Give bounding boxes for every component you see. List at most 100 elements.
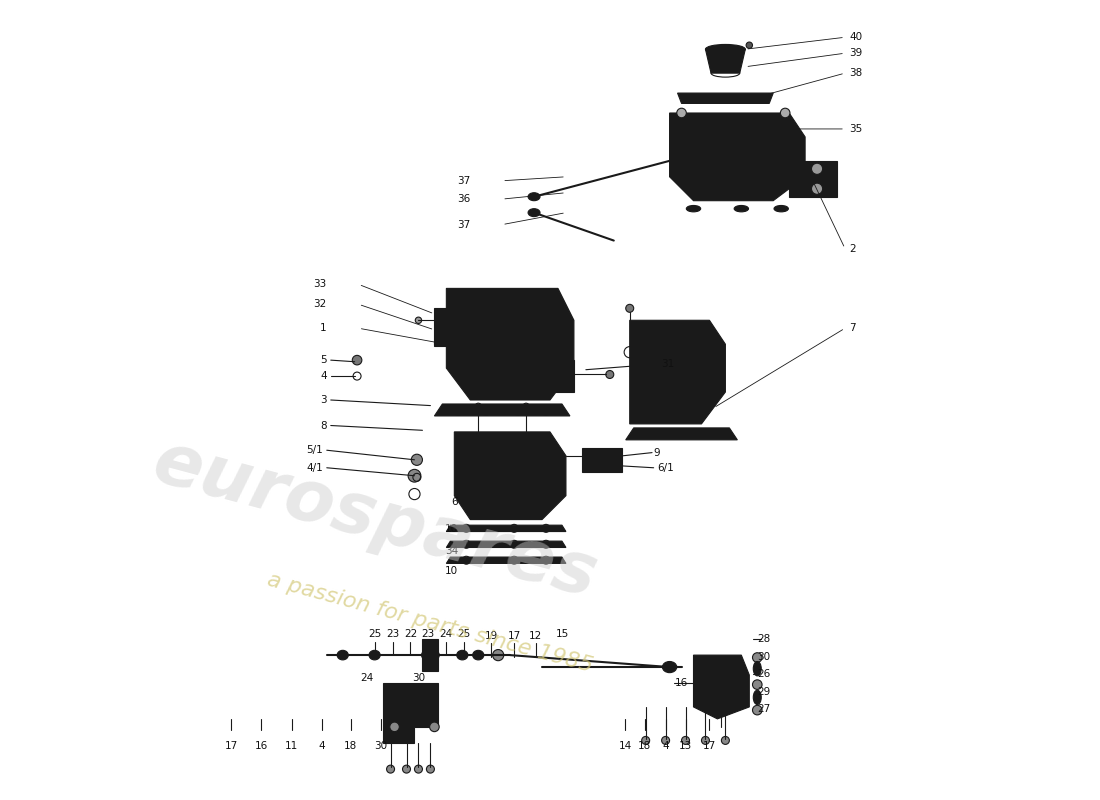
Ellipse shape	[460, 653, 464, 657]
Text: 19: 19	[484, 630, 497, 641]
Circle shape	[430, 722, 439, 732]
Ellipse shape	[532, 446, 552, 466]
Ellipse shape	[340, 653, 345, 657]
Ellipse shape	[526, 440, 558, 472]
Ellipse shape	[372, 653, 377, 657]
Circle shape	[493, 650, 504, 661]
Text: 4: 4	[320, 371, 327, 381]
Circle shape	[676, 108, 686, 118]
Ellipse shape	[492, 446, 513, 466]
Text: 33: 33	[314, 279, 327, 290]
Text: 24: 24	[439, 629, 452, 639]
Text: 36: 36	[456, 194, 471, 204]
Text: 2: 2	[849, 243, 856, 254]
Circle shape	[812, 183, 823, 194]
Text: 16: 16	[675, 678, 689, 688]
Circle shape	[411, 454, 422, 466]
Text: 40: 40	[849, 32, 862, 42]
Polygon shape	[626, 428, 737, 440]
Ellipse shape	[754, 690, 761, 705]
Ellipse shape	[651, 338, 672, 358]
Circle shape	[702, 737, 710, 744]
Bar	[582, 448, 621, 472]
Text: 17: 17	[224, 742, 238, 751]
Text: eurospares: eurospares	[145, 427, 604, 612]
Polygon shape	[447, 557, 565, 563]
Ellipse shape	[528, 193, 540, 201]
Text: 11: 11	[285, 742, 298, 751]
Ellipse shape	[734, 206, 748, 212]
Circle shape	[389, 722, 399, 732]
Text: 30: 30	[374, 742, 387, 751]
Ellipse shape	[646, 332, 678, 364]
Text: 9: 9	[653, 448, 660, 458]
Text: 16: 16	[255, 742, 268, 751]
Text: 10: 10	[446, 566, 459, 577]
Polygon shape	[678, 93, 773, 103]
Polygon shape	[434, 308, 459, 344]
Text: 1: 1	[320, 323, 327, 334]
Ellipse shape	[478, 309, 502, 331]
Circle shape	[386, 765, 395, 773]
Circle shape	[427, 765, 434, 773]
Text: 12: 12	[529, 630, 542, 641]
Text: 4: 4	[662, 742, 669, 751]
Text: 30: 30	[411, 673, 425, 683]
Text: 38: 38	[849, 68, 862, 78]
Polygon shape	[670, 113, 805, 201]
Ellipse shape	[525, 309, 547, 331]
Text: 6: 6	[452, 497, 459, 507]
Text: 32: 32	[314, 299, 327, 310]
Text: 37: 37	[456, 176, 471, 186]
Ellipse shape	[774, 206, 789, 212]
Ellipse shape	[518, 302, 553, 338]
Ellipse shape	[741, 129, 773, 161]
Text: 23: 23	[421, 629, 434, 639]
Polygon shape	[789, 161, 837, 197]
Polygon shape	[447, 541, 565, 547]
Polygon shape	[705, 50, 746, 73]
Text: 17: 17	[507, 630, 520, 641]
Ellipse shape	[368, 650, 381, 660]
Circle shape	[641, 737, 650, 744]
Circle shape	[812, 163, 823, 174]
Text: 37: 37	[456, 220, 471, 230]
Text: 18: 18	[344, 742, 358, 751]
Circle shape	[606, 370, 614, 378]
Text: 4: 4	[319, 742, 326, 751]
Circle shape	[416, 317, 421, 323]
Circle shape	[682, 737, 690, 744]
Polygon shape	[434, 404, 570, 416]
Circle shape	[415, 765, 422, 773]
Text: 26: 26	[757, 670, 770, 679]
Text: 23: 23	[386, 629, 399, 639]
Ellipse shape	[473, 650, 484, 660]
Text: 29: 29	[757, 686, 770, 697]
Polygon shape	[447, 525, 565, 531]
Text: 13: 13	[679, 742, 692, 751]
Text: 10: 10	[446, 524, 459, 534]
Text: 7: 7	[849, 323, 856, 334]
Circle shape	[752, 653, 762, 662]
Ellipse shape	[747, 135, 767, 155]
Text: 30: 30	[757, 652, 770, 662]
Text: 8: 8	[320, 421, 327, 430]
Circle shape	[408, 470, 421, 482]
Text: 39: 39	[849, 48, 862, 58]
Circle shape	[780, 108, 790, 118]
Text: 6/1: 6/1	[658, 462, 674, 473]
Text: 34: 34	[446, 546, 459, 557]
Ellipse shape	[705, 45, 746, 54]
Ellipse shape	[472, 302, 508, 338]
Text: a passion for parts since 1985: a passion for parts since 1985	[265, 570, 595, 677]
Circle shape	[722, 737, 729, 744]
Text: 27: 27	[757, 704, 770, 714]
Text: 31: 31	[661, 359, 675, 369]
Text: 14: 14	[618, 742, 631, 751]
Polygon shape	[383, 683, 439, 743]
Bar	[434, 341, 459, 346]
Ellipse shape	[754, 662, 761, 676]
Circle shape	[746, 42, 752, 49]
Ellipse shape	[688, 338, 707, 358]
Polygon shape	[422, 639, 439, 671]
